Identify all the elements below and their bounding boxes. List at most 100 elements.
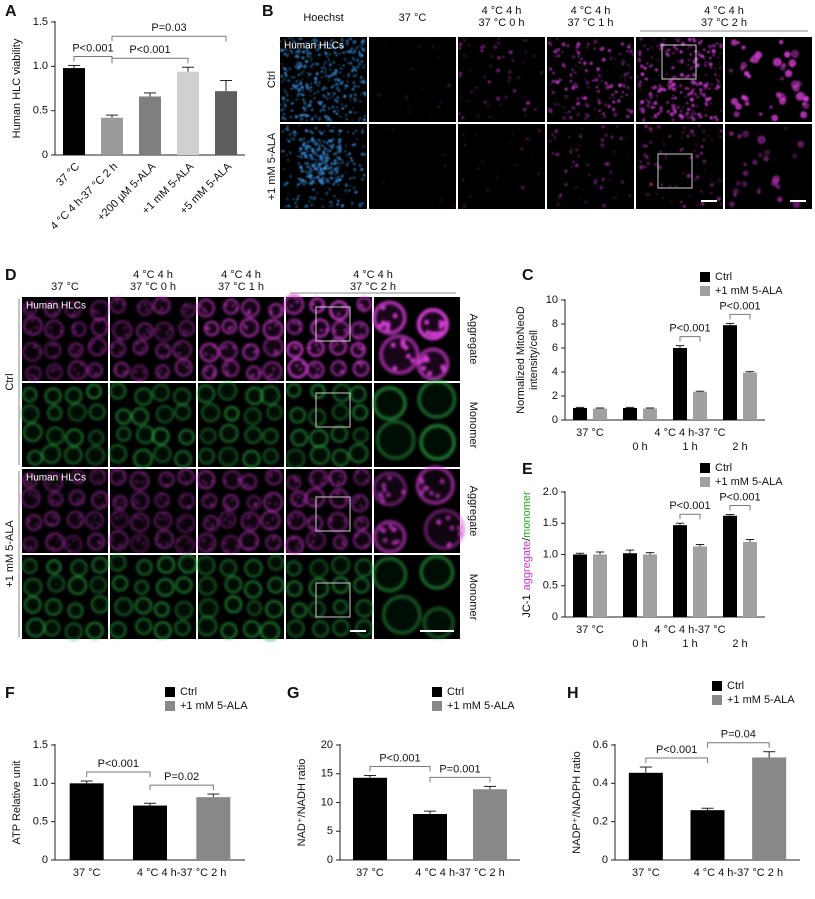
signal-dot — [296, 183, 300, 186]
aggregate-dot — [94, 472, 98, 475]
cell — [417, 379, 457, 420]
signal-dot — [671, 76, 674, 79]
aggregate-dot — [329, 478, 333, 481]
x-group-label: 4 °C 4 h-37 °C — [654, 624, 725, 636]
signal-dot — [596, 186, 599, 188]
signal-dot — [612, 100, 616, 104]
signal-dot — [524, 51, 527, 54]
aggregate-dot — [380, 305, 386, 311]
bar — [473, 789, 507, 860]
signal-dot — [301, 77, 304, 80]
x-tick-label: 1 h — [682, 441, 697, 453]
signal-dot — [280, 103, 282, 106]
aggregate-dot — [243, 485, 247, 489]
signal-dot — [284, 71, 287, 75]
aggregate-dot — [427, 370, 433, 376]
signal-dot — [534, 107, 538, 111]
cell — [135, 425, 156, 445]
signal-dot — [283, 101, 286, 104]
aggregate-dot — [441, 367, 447, 373]
signal-dot — [728, 68, 733, 73]
aggregate-dot — [311, 478, 314, 482]
signal-dot — [468, 195, 472, 199]
cell — [242, 343, 260, 361]
signal-dot — [496, 96, 501, 101]
signal-dot — [280, 40, 282, 43]
signal-dot — [588, 174, 591, 177]
signal-dot — [784, 51, 791, 58]
aggregate-dot — [209, 527, 213, 530]
fluorescence-signal — [195, 554, 285, 642]
signal-dot — [301, 56, 305, 60]
bar — [643, 554, 657, 617]
signal-dot — [302, 137, 306, 140]
cell — [219, 423, 239, 444]
aggregate-dot — [211, 479, 214, 483]
signal-dot — [466, 100, 469, 103]
cell — [157, 555, 176, 574]
cell — [243, 407, 262, 426]
aggregate-dot — [137, 516, 140, 520]
aggregate-dot — [134, 370, 138, 374]
signal-dot — [329, 166, 333, 170]
aggregate-dot — [208, 547, 212, 551]
aggregate-dot — [49, 521, 53, 525]
aggregate-dot — [385, 492, 391, 498]
signal-dot — [330, 177, 333, 180]
aggregate-dot — [314, 343, 318, 347]
signal-dot — [348, 184, 351, 187]
cell — [311, 620, 330, 638]
signal-dot — [344, 87, 347, 90]
aggregate-dot — [210, 354, 214, 358]
aggregate-dot — [101, 503, 104, 506]
legend-label: +1 mM 5-ALA — [447, 700, 515, 712]
signal-dot — [336, 151, 339, 154]
signal-dot — [284, 74, 288, 78]
cell — [331, 576, 350, 595]
aggregate-dot — [29, 482, 32, 485]
signal-dot — [459, 74, 462, 78]
signal-dot — [710, 139, 714, 142]
signal-dot — [326, 157, 328, 160]
signal-dot — [311, 136, 313, 139]
aggregate-dot — [271, 517, 275, 520]
aggregate-dot — [118, 479, 122, 482]
signal-dot — [671, 82, 676, 87]
signal-dot — [564, 202, 567, 205]
signal-dot — [334, 179, 338, 183]
aggregate-dot — [134, 499, 138, 502]
signal-dot — [332, 92, 336, 96]
signal-dot — [710, 192, 713, 195]
signal-dot — [329, 63, 332, 67]
signal-dot — [712, 52, 716, 57]
aggregate-dot — [79, 521, 83, 524]
signal-dot — [283, 183, 287, 187]
aggregate-dot — [257, 371, 261, 375]
signal-dot — [344, 171, 347, 174]
signal-dot — [520, 96, 522, 99]
panel-letter: G — [287, 685, 299, 702]
column-label: Hoechst — [303, 12, 343, 24]
signal-dot — [305, 49, 309, 53]
significance-bracket — [729, 313, 751, 320]
aggregate-dot — [165, 542, 168, 545]
signal-dot — [578, 144, 581, 146]
signal-dot — [646, 62, 649, 65]
signal-dot — [312, 176, 315, 179]
signal-dot — [684, 75, 688, 79]
signal-dot — [294, 65, 297, 68]
signal-dot — [357, 119, 361, 122]
signal-dot — [693, 65, 696, 68]
signal-dot — [298, 124, 301, 127]
signal-dot — [350, 69, 354, 73]
signal-dot — [720, 202, 723, 206]
signal-dot — [353, 100, 356, 103]
signal-dot — [667, 54, 670, 57]
signal-dot — [288, 67, 292, 70]
aggregate-dot — [77, 516, 80, 519]
signal-dot — [576, 101, 581, 106]
signal-dot — [637, 156, 640, 159]
signal-dot — [353, 67, 357, 71]
column-label: 4 °C 4 h — [571, 5, 611, 17]
signal-dot — [303, 46, 305, 49]
